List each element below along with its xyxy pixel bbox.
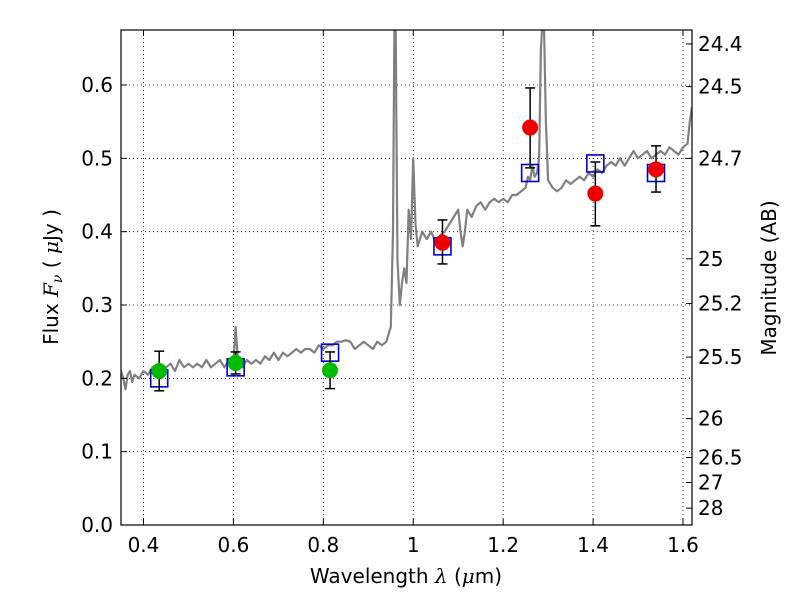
- x-tick-label: 1.2: [487, 533, 519, 557]
- y2-tick-label: 25.5: [698, 345, 743, 369]
- y-tick-label: 0.6: [81, 73, 113, 97]
- y-tick-label: 0.5: [81, 146, 113, 170]
- spectrum-line: [121, 30, 692, 391]
- plot-frame: [120, 29, 693, 526]
- y2-tick-label: 25.2: [698, 292, 743, 316]
- y2-tick-label: 26.5: [698, 446, 743, 470]
- y2-tick-label: 27: [698, 470, 723, 494]
- y-axis-label: Flux Fν ( μJy ): [39, 209, 66, 345]
- y2-tick-label: 24.4: [698, 32, 743, 56]
- y2-tick-label: 25: [698, 247, 723, 271]
- photometry-point: [227, 354, 244, 371]
- x-axis-label: Wavelength λ (μm): [310, 564, 502, 588]
- x-tick-label: 1.6: [667, 533, 699, 557]
- y2-axis-label: Magnitude (AB): [757, 200, 781, 355]
- y2-tick-label: 24.5: [698, 74, 743, 98]
- x-tick-label: 0.6: [217, 533, 249, 557]
- y-tick-label: 0.4: [81, 220, 113, 244]
- y2-tick-label: 28: [698, 496, 723, 520]
- grid: [121, 30, 692, 526]
- y-tick-label: 0.3: [81, 293, 113, 317]
- plot-area: [121, 30, 692, 392]
- y-tick-label: 0.1: [81, 440, 113, 464]
- y-tick-label: 0.0: [81, 513, 113, 537]
- photometry-point: [648, 161, 665, 178]
- x-axis: 0.4 0.6 0.8 1 1.2 1.4 1.6: [128, 30, 699, 557]
- y-tick-label: 0.2: [81, 366, 113, 390]
- y2-tick-label: 24.7: [698, 146, 743, 170]
- y2-tick-label: 26: [698, 407, 723, 431]
- photometry-point: [587, 185, 604, 202]
- y-axis: 0.0 0.1 0.2 0.3 0.4 0.5 0.6: [81, 73, 127, 537]
- photometry-point: [434, 234, 451, 251]
- photometry-point: [522, 119, 539, 136]
- photometry-point: [151, 363, 168, 379]
- x-tick-label: 1: [407, 533, 420, 557]
- x-tick-label: 1.4: [577, 533, 609, 557]
- photometry-point: [322, 362, 339, 379]
- x-tick-label: 0.8: [307, 533, 339, 557]
- x-tick-label: 0.4: [128, 533, 160, 557]
